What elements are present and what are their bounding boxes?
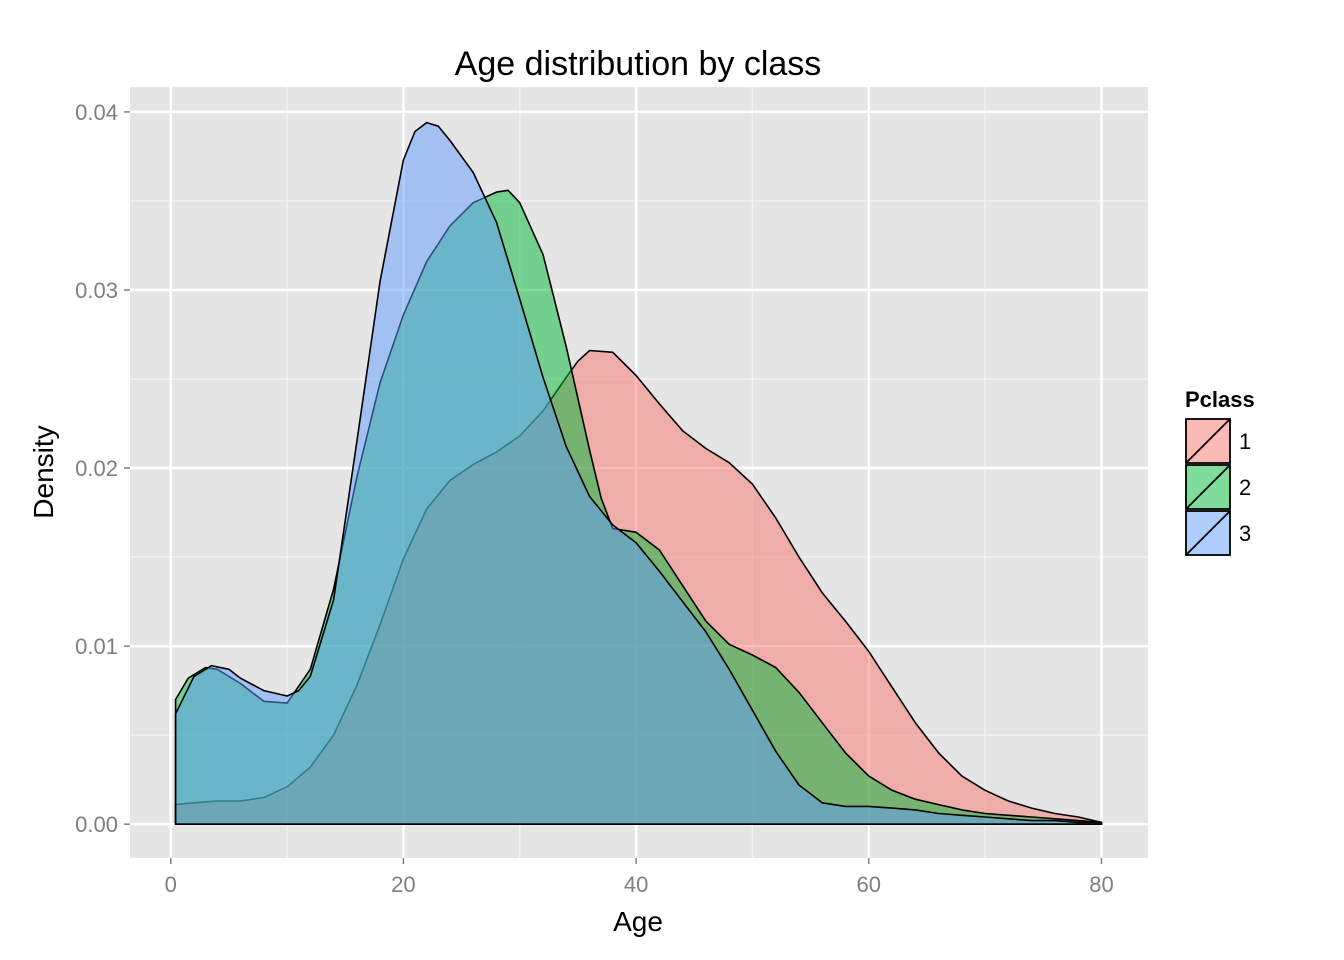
x-tick-label: 0 (165, 872, 177, 897)
x-tick-label: 60 (857, 872, 881, 897)
legend-key-2 (1185, 464, 1231, 510)
legend-title: Pclass (1185, 387, 1255, 412)
y-tick-label: 0.01 (75, 634, 118, 659)
density-area-class-3 (174, 121, 1103, 825)
x-axis: 0 20 40 60 80 (165, 858, 1114, 897)
legend-label-3: 3 (1239, 521, 1251, 546)
x-tick-label: 80 (1089, 872, 1113, 897)
legend-label-1: 1 (1239, 429, 1251, 454)
density-areas (174, 121, 1103, 825)
legend: Pclass 1 2 3 (1185, 387, 1255, 556)
y-axis-title: Density (28, 425, 59, 518)
y-tick-label: 0.04 (75, 100, 118, 125)
y-tick-label: 0.00 (75, 812, 118, 837)
y-axis: 0.00 0.01 0.02 0.03 0.04 (75, 100, 130, 837)
legend-key-3 (1185, 510, 1231, 556)
chart-title: Age distribution by class (455, 45, 822, 83)
legend-key-1 (1185, 418, 1231, 464)
y-tick-label: 0.02 (75, 456, 118, 481)
legend-label-2: 2 (1239, 475, 1251, 500)
x-axis-title: Age (613, 906, 663, 937)
x-tick-label: 20 (391, 872, 415, 897)
y-tick-label: 0.03 (75, 278, 118, 303)
x-tick-label: 40 (624, 872, 648, 897)
